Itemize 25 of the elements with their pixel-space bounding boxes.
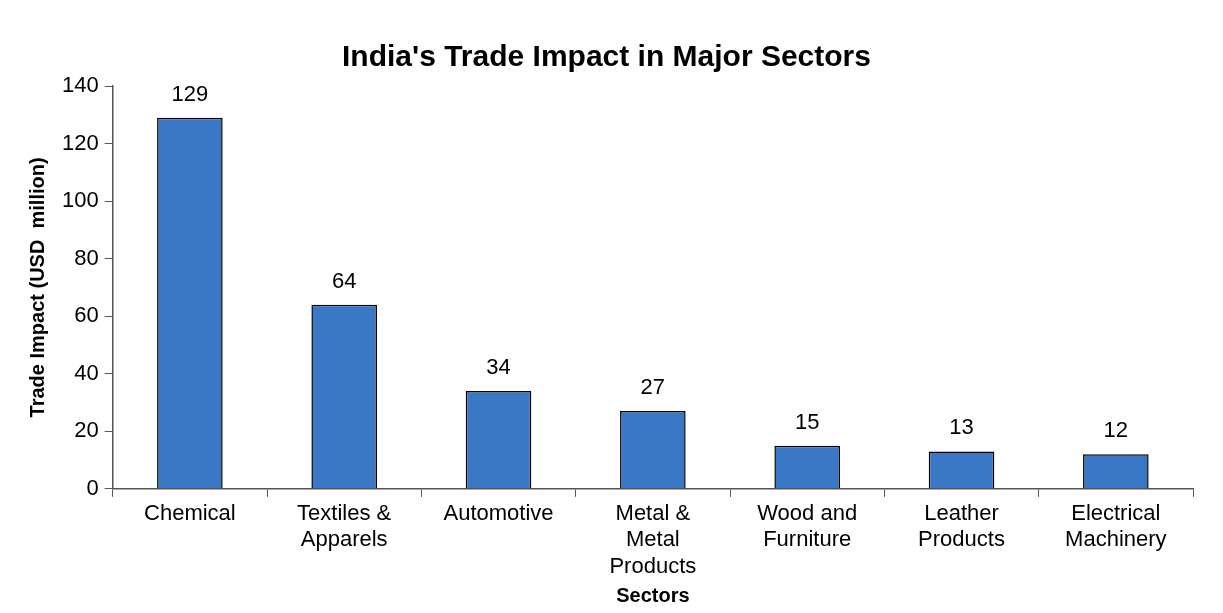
y-tick-label: 80: [74, 244, 99, 270]
x-axis-title: Sectors: [616, 583, 690, 606]
data-label: 64: [331, 267, 357, 293]
data-label: 13: [949, 414, 974, 440]
data-label: 34: [486, 354, 511, 380]
y-tick-label: 20: [74, 417, 99, 443]
data-label: 27: [640, 374, 666, 400]
x-tick-label: Automotive: [443, 500, 554, 526]
data-label: 15: [794, 408, 820, 434]
y-tick-label: 60: [74, 302, 99, 328]
y-tick-label: 0: [86, 474, 99, 500]
x-tick-label: Leather Products: [918, 500, 1005, 552]
y-tick-label: 100: [61, 187, 99, 213]
data-label: 12: [1103, 417, 1129, 443]
chart-title: India's Trade Impact in Major Sectors: [342, 39, 871, 73]
x-tick-label: Wood and Furniture: [757, 500, 858, 552]
x-tick-label: Textiles & Apparels: [297, 500, 392, 552]
y-tick-label: 120: [61, 129, 99, 155]
x-tick-label: Chemical: [144, 500, 236, 526]
x-tick-label: Electrical Machinery: [1065, 500, 1167, 552]
x-tick-label: Metal & Metal Products: [609, 500, 697, 578]
y-tick-label: 40: [74, 359, 99, 385]
data-label: 129: [171, 80, 209, 106]
y-axis-title: Trade Impact (USD million): [25, 157, 48, 418]
y-tick-label: 140: [61, 72, 99, 98]
